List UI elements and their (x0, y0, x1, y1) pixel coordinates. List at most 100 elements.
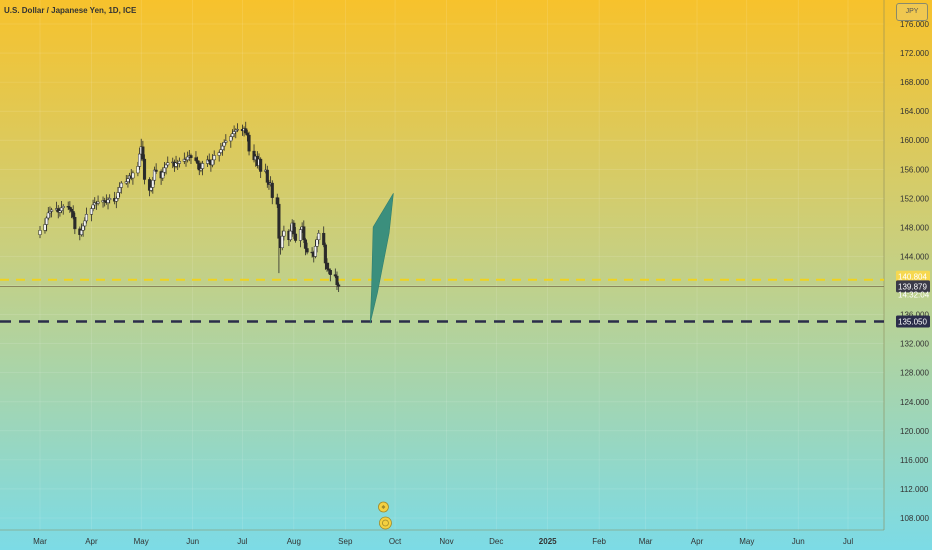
y-tick-label: 136.000 (900, 311, 929, 320)
candle-body (151, 179, 155, 188)
candle (119, 181, 123, 194)
y-tick-label: 132.000 (900, 340, 929, 349)
candle-body (217, 152, 221, 156)
x-tick-label: Aug (287, 537, 301, 546)
candle-body (69, 209, 74, 212)
candle (259, 157, 263, 178)
x-tick-label: May (739, 537, 754, 546)
level-lines[interactable] (0, 278, 884, 323)
candle-body (305, 248, 309, 253)
candle (142, 154, 147, 185)
event-glyph (381, 505, 386, 509)
candle-body (161, 171, 165, 179)
candle (322, 226, 326, 248)
candle-body (313, 246, 317, 257)
candle-body (83, 220, 87, 227)
candle (282, 225, 286, 241)
candle-body (293, 233, 298, 241)
candle-body (186, 156, 190, 161)
candle (38, 225, 42, 239)
candle-body (298, 229, 303, 241)
candle-body (126, 178, 130, 182)
current-price-tag-text: 139.879 (898, 282, 927, 291)
candle-body (61, 206, 65, 209)
candle-body (142, 158, 147, 180)
candle-body (201, 163, 205, 169)
candle-body (277, 203, 281, 239)
candle-body (71, 211, 75, 218)
candle-body (265, 169, 269, 183)
candle-body (328, 270, 332, 275)
candle (298, 227, 303, 248)
event-markers[interactable] (378, 501, 392, 530)
candle (73, 212, 77, 235)
y-tick-label: 148.000 (900, 223, 929, 232)
projection-arrow[interactable] (369, 193, 394, 324)
candle-body (164, 164, 168, 169)
candle-body (137, 153, 142, 167)
candle (131, 170, 135, 185)
candle-body (108, 198, 112, 201)
price-axis[interactable]: 108.000 112.000 116.000 120.000 124.000 128.0… (900, 20, 929, 523)
candle-body (149, 187, 153, 191)
candle-body (247, 134, 251, 152)
earnings-event-icon[interactable] (378, 501, 389, 513)
candle (277, 197, 281, 274)
y-tick-label: 108.000 (900, 514, 929, 523)
y-tick-label: 168.000 (900, 78, 929, 87)
candle (280, 230, 284, 251)
candle (177, 157, 181, 168)
candle-body (275, 197, 279, 205)
support-level-tag: 135.050 (896, 315, 930, 328)
candle-body (222, 142, 226, 147)
candle (108, 194, 112, 204)
current-price-tag: 139.879 (896, 280, 930, 293)
candle-body (38, 230, 42, 235)
candle-body (211, 159, 215, 166)
yellow-level-tag: 140.804 (896, 270, 930, 283)
candle (317, 229, 321, 245)
candle (96, 195, 100, 206)
y-tick-label: 116.000 (900, 456, 929, 465)
up-arrow-shape[interactable] (369, 193, 394, 324)
y-tick-label: 128.000 (900, 369, 929, 378)
dividends-event-icon[interactable] (379, 516, 392, 530)
candle-body (303, 239, 308, 249)
x-tick-label: Mar (639, 537, 653, 546)
support-level-tag-bg (896, 315, 930, 328)
x-tick-label: Oct (389, 537, 402, 546)
candle (141, 140, 145, 162)
symbol-button[interactable]: JPY (896, 3, 928, 21)
candle (323, 242, 327, 270)
candle-body (131, 172, 135, 179)
candle-body (114, 198, 118, 202)
y-tick-label: 164.000 (900, 107, 929, 116)
y-tick-label: 152.000 (900, 194, 929, 203)
candle-body (292, 222, 296, 235)
candle-body (79, 230, 84, 235)
candle-body (96, 201, 100, 204)
x-tick-label: Apr (85, 537, 98, 546)
y-tick-label: 120.000 (900, 427, 929, 436)
event-glyph (382, 519, 389, 527)
x-tick-label: 2025 (539, 537, 557, 546)
candle (152, 166, 157, 185)
gridlines (0, 0, 884, 530)
candle-body (259, 158, 263, 172)
y-tick-label: 144.000 (900, 252, 929, 261)
candle-body (73, 216, 77, 230)
candle-body (212, 155, 216, 161)
candle-body (325, 262, 329, 270)
candle (201, 160, 205, 176)
time-axis[interactable]: Mar Apr May Jun Jul Aug Sep Oct Nov Dec 2025 Feb Mar… (33, 537, 853, 546)
candle-body (136, 166, 140, 174)
candle (84, 207, 89, 224)
candle (212, 150, 216, 165)
candle (265, 165, 269, 188)
candle-body (141, 146, 145, 160)
candle-body (315, 239, 319, 247)
candle (45, 216, 49, 232)
candle-body (189, 155, 193, 158)
